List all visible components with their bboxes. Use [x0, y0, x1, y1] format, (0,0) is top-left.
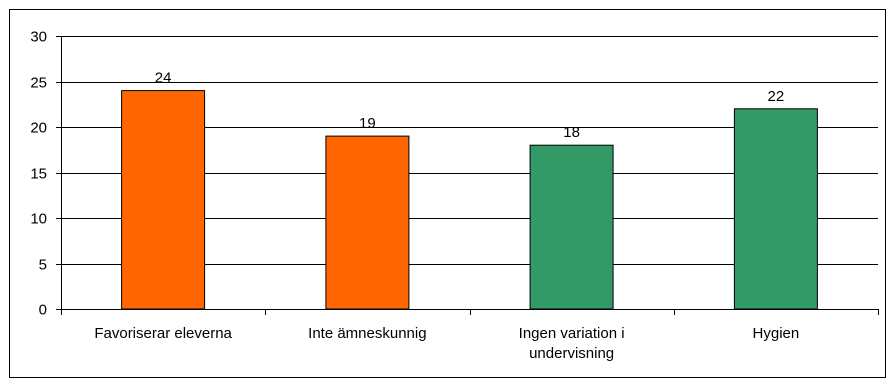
y-tick-label: 10: [30, 211, 47, 228]
axes: [56, 36, 879, 315]
bar: [733, 108, 818, 310]
data-label: 19: [359, 115, 376, 132]
x-category-label: Favoriserar eleverna: [94, 325, 232, 342]
y-tick-label: 25: [30, 75, 47, 92]
bars: [121, 90, 818, 310]
y-tick-label: 20: [30, 120, 47, 137]
data-label: 22: [768, 88, 785, 105]
x-category-label: Hygien: [753, 325, 800, 342]
y-tick-label: 30: [30, 29, 47, 46]
data-label: 24: [155, 70, 172, 87]
x-category-label: undervisning: [529, 345, 614, 362]
labels: 0 5 10 15 20 25 30 24 19 18 22 Favoriserar eleverna…: [30, 29, 799, 363]
x-category-label: Ingen variation i: [519, 325, 625, 342]
y-tick-label: 0: [39, 302, 47, 319]
bar: [325, 135, 410, 310]
bar: [121, 90, 206, 310]
y-tick-label: 5: [39, 257, 47, 274]
x-category-label: Inte ämneskunnig: [308, 325, 426, 342]
bar: [529, 144, 614, 310]
data-label: 18: [563, 124, 580, 141]
y-tick-label: 15: [30, 166, 47, 183]
